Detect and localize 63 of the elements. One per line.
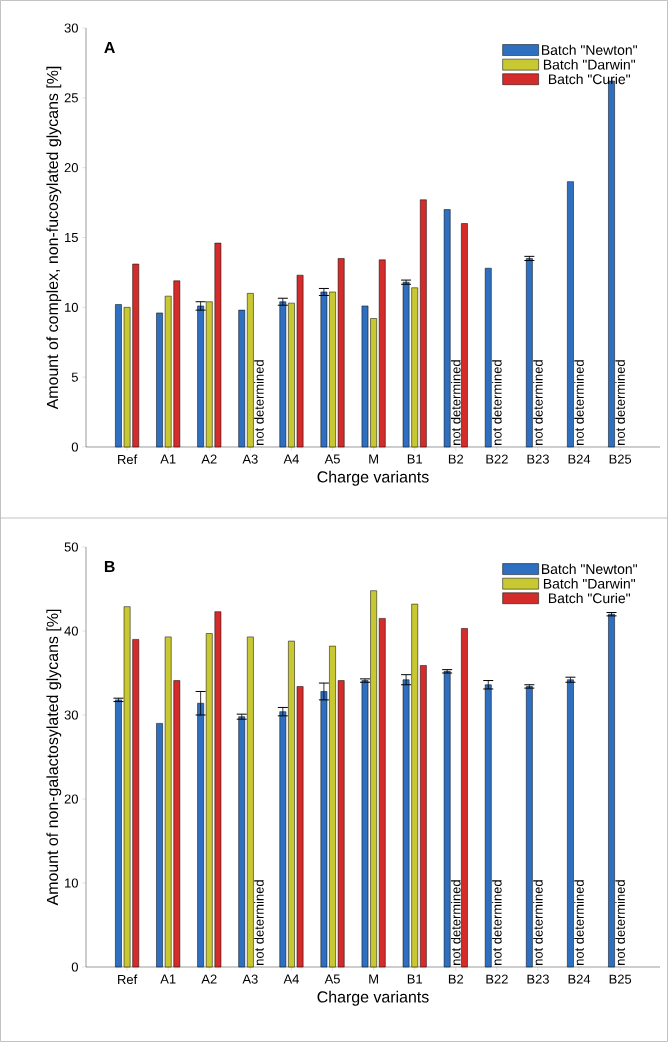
annotation: not determined [533, 360, 543, 445]
y-tick-label: 30 [64, 23, 78, 33]
x-tick-label: B23 [527, 454, 549, 464]
legend-label: Batch "Curie" [548, 73, 631, 85]
legend-label: Batch "Newton" [542, 44, 637, 55]
y-tick-label: 20 [64, 163, 78, 173]
x-tick-label: B25 [609, 454, 632, 464]
x-tick-label: Ref [118, 974, 138, 985]
x-tick-label: A2 [201, 454, 217, 464]
x-tick-label: A4 [283, 454, 299, 464]
x-tick-label: A1 [160, 974, 176, 984]
y-tick-label: 10 [65, 302, 78, 312]
x-tick-label: B2 [448, 974, 464, 984]
annotation: not determined [533, 880, 543, 965]
x-tick-label: B22 [486, 974, 508, 984]
x-tick-label: B24 [568, 974, 591, 984]
annotation: not determined [492, 360, 502, 445]
y-tick-label: 5 [71, 372, 78, 382]
x-tick-label: B22 [486, 454, 508, 464]
legend-label: Batch "Darwin" [543, 59, 636, 70]
x-tick-label: M [369, 454, 378, 464]
x-tick-label: A2 [201, 974, 217, 984]
text: B [104, 561, 115, 572]
y-tick-label: 25 [64, 93, 78, 103]
annotation: not determined [615, 880, 625, 965]
annotation: not determined [254, 880, 264, 965]
x-tick-label: A4 [283, 974, 299, 984]
y-tick-label: 15 [65, 232, 78, 243]
x-tick-label: B2 [448, 454, 464, 464]
legend-label: Batch "Darwin" [543, 578, 636, 589]
legend-label: Batch "Newton" [542, 563, 637, 575]
x-tick-label: B1 [407, 454, 422, 464]
y-tick-label: 20 [64, 794, 78, 804]
x-tick-label: Ref [118, 454, 138, 465]
x-tick-label: A3 [242, 974, 258, 984]
annotation: not determined [574, 360, 584, 445]
annotation: not determined [492, 880, 502, 965]
y-tick-label: 10 [65, 878, 78, 888]
legend-label: Batch "Curie" [548, 592, 631, 604]
y-tick-label: 40 [64, 626, 78, 636]
annotation: not determined [451, 880, 461, 965]
y-axis-title: Amount of complex, non-fucosylated glycans [%] [46, 66, 62, 410]
x-tick-label: A1 [160, 454, 176, 464]
annotation: not determined [574, 880, 584, 965]
x-tick-label: A5 [324, 454, 340, 464]
x-tick-label: A3 [242, 454, 258, 464]
x-tick-label: B1 [407, 974, 422, 984]
x-tick-label: B23 [527, 974, 549, 984]
text: A [104, 41, 115, 53]
y-tick-label: 0 [71, 962, 78, 972]
y-axis-title: Amount of non-galactosylated glycans [%] [46, 609, 62, 906]
x-tick-label: A5 [324, 974, 340, 984]
y-tick-label: 0 [71, 442, 78, 452]
annotation: not determined [254, 360, 264, 445]
x-tick-label: B24 [568, 454, 591, 464]
annotation: not determined [615, 360, 625, 445]
x-axis-title: Charge variants [317, 470, 429, 486]
x-tick-label: M [369, 974, 378, 984]
x-tick-label: B25 [609, 974, 632, 984]
y-tick-label: 30 [64, 710, 78, 720]
x-axis-title: Charge variants [317, 990, 429, 1006]
annotation: not determined [451, 360, 461, 445]
y-tick-label: 50 [64, 542, 78, 552]
